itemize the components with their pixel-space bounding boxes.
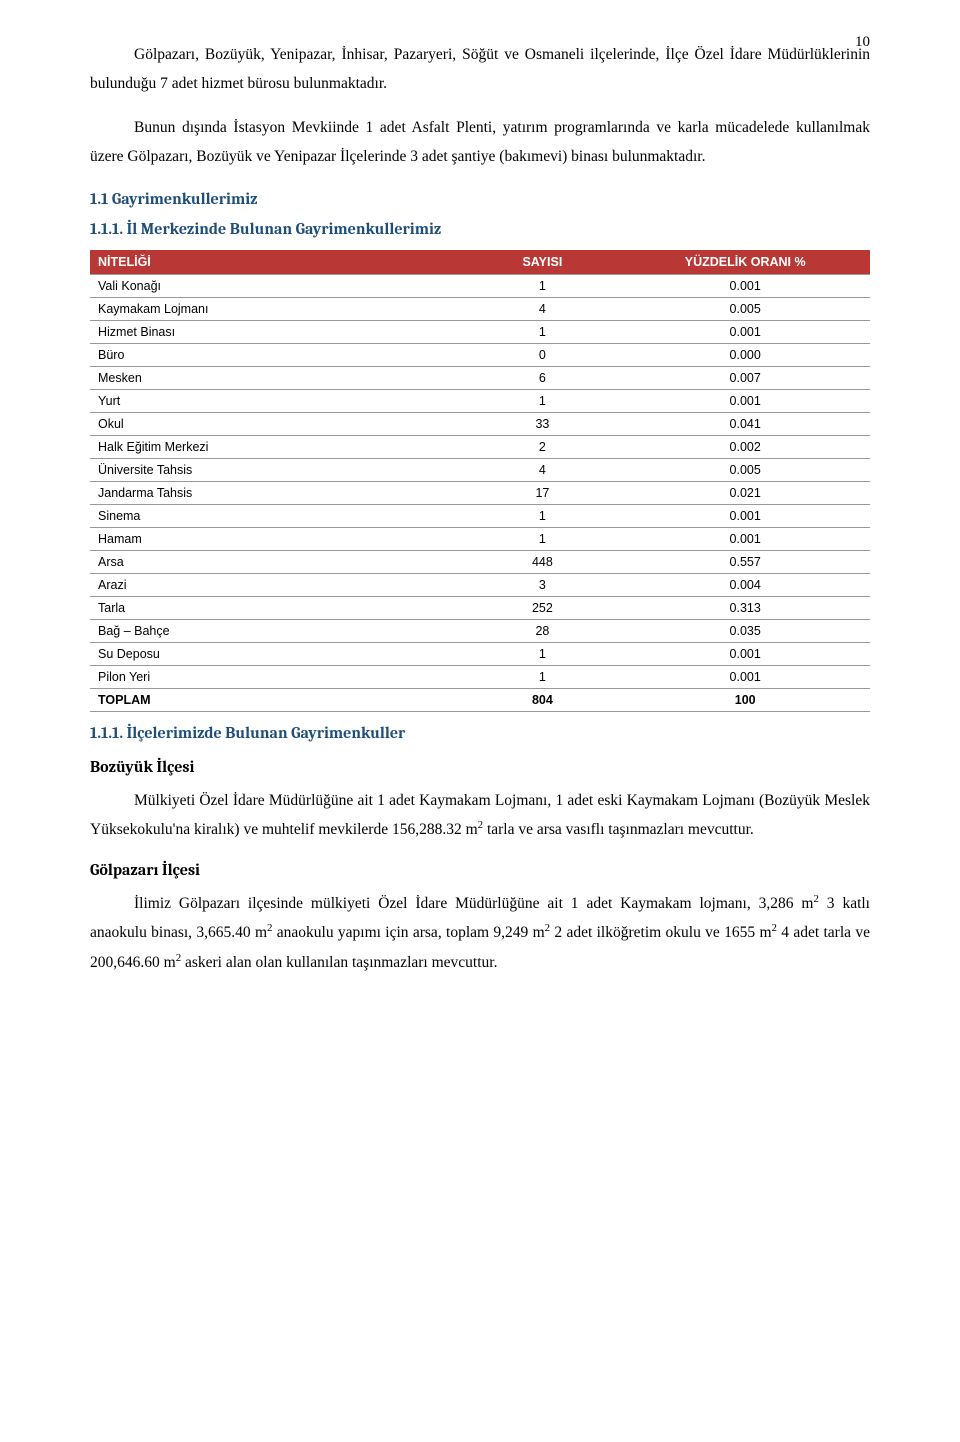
cell-name: Vali Konağı	[90, 274, 464, 297]
cell-count: 1	[464, 389, 620, 412]
bozuyuk-para: Mülkiyeti Özel İdare Müdürlüğüne ait 1 a…	[90, 786, 870, 845]
cell-pct: 0.001	[620, 389, 870, 412]
table-row: Hizmet Binası10.001	[90, 320, 870, 343]
cell-name: Okul	[90, 412, 464, 435]
table-row: Su Deposu10.001	[90, 642, 870, 665]
table-row: Bağ – Bahçe280.035	[90, 619, 870, 642]
cell-pct: 0.001	[620, 320, 870, 343]
cell-pct: 0.001	[620, 642, 870, 665]
cell-pct: 0.557	[620, 550, 870, 573]
cell-count: 4	[464, 297, 620, 320]
cell-pct: 0.002	[620, 435, 870, 458]
table-row: Büro00.000	[90, 343, 870, 366]
cell-count: 0	[464, 343, 620, 366]
gayrimenkul-table: NİTELİĞİ SAYISI YÜZDELİK ORANI % Vali Ko…	[90, 250, 870, 712]
cell-count: 2	[464, 435, 620, 458]
total-count: 804	[464, 688, 620, 711]
cell-pct: 0.001	[620, 504, 870, 527]
col-niteligi: NİTELİĞİ	[90, 250, 464, 275]
table-row: Vali Konağı10.001	[90, 274, 870, 297]
cell-pct: 0.313	[620, 596, 870, 619]
cell-name: Arsa	[90, 550, 464, 573]
golpazari-text-a: İlimiz Gölpazarı ilçesinde mülkiyeti Öze…	[134, 895, 813, 912]
cell-name: Jandarma Tahsis	[90, 481, 464, 504]
table-row: Arsa4480.557	[90, 550, 870, 573]
page-number: 10	[855, 34, 870, 51]
cell-count: 1	[464, 527, 620, 550]
table-row: Arazi30.004	[90, 573, 870, 596]
cell-name: Bağ – Bahçe	[90, 619, 464, 642]
cell-name: Kaymakam Lojmanı	[90, 297, 464, 320]
subheading-golpazari: Gölpazarı İlçesi	[90, 861, 870, 879]
intro-para-2: Bunun dışında İstasyon Mevkiinde 1 adet …	[90, 113, 870, 172]
cell-name: Tarla	[90, 596, 464, 619]
cell-count: 1	[464, 665, 620, 688]
table-row: Halk Eğitim Merkezi20.002	[90, 435, 870, 458]
intro-para-1: Gölpazarı, Bozüyük, Yenipazar, İnhisar, …	[90, 40, 870, 99]
col-yuzdelik: YÜZDELİK ORANI %	[620, 250, 870, 275]
cell-name: Büro	[90, 343, 464, 366]
cell-name: Halk Eğitim Merkezi	[90, 435, 464, 458]
cell-count: 448	[464, 550, 620, 573]
cell-pct: 0.001	[620, 274, 870, 297]
cell-name: Hamam	[90, 527, 464, 550]
cell-pct: 0.001	[620, 527, 870, 550]
cell-name: Sinema	[90, 504, 464, 527]
cell-pct: 0.005	[620, 297, 870, 320]
cell-name: Pilon Yeri	[90, 665, 464, 688]
subheading-bozuyuk: Bozüyük İlçesi	[90, 758, 870, 776]
cell-pct: 0.035	[620, 619, 870, 642]
cell-count: 17	[464, 481, 620, 504]
cell-count: 33	[464, 412, 620, 435]
golpazari-text-f: askeri alan olan kullanılan taşınmazları…	[181, 954, 497, 971]
table-row: Üniversite Tahsis40.005	[90, 458, 870, 481]
total-pct: 100	[620, 688, 870, 711]
cell-name: Hizmet Binası	[90, 320, 464, 343]
cell-pct: 0.001	[620, 665, 870, 688]
heading-il-merkezinde: 1.1.1. İl Merkezinde Bulunan Gayrimenkul…	[90, 220, 870, 238]
cell-pct: 0.004	[620, 573, 870, 596]
cell-count: 1	[464, 274, 620, 297]
golpazari-para: İlimiz Gölpazarı ilçesinde mülkiyeti Öze…	[90, 889, 870, 978]
bozuyuk-text-b: tarla ve arsa vasıflı taşınmazları mevcu…	[483, 821, 754, 838]
table-row: Sinema10.001	[90, 504, 870, 527]
heading-gayrimenkullerimiz: 1.1 Gayrimenkullerimiz	[90, 190, 870, 208]
cell-name: Mesken	[90, 366, 464, 389]
cell-name: Su Deposu	[90, 642, 464, 665]
golpazari-text-d: 2 adet ilköğretim okulu ve 1655 m	[550, 925, 771, 942]
golpazari-text-c: anaokulu yapımı için arsa, toplam 9,249 …	[272, 925, 544, 942]
cell-count: 6	[464, 366, 620, 389]
cell-pct: 0.007	[620, 366, 870, 389]
cell-pct: 0.041	[620, 412, 870, 435]
cell-count: 3	[464, 573, 620, 596]
table-row: Mesken60.007	[90, 366, 870, 389]
table-row: Jandarma Tahsis170.021	[90, 481, 870, 504]
cell-name: Yurt	[90, 389, 464, 412]
heading-ilcelerimizde: 1.1.1. İlçelerimizde Bulunan Gayrimenkul…	[90, 724, 870, 742]
cell-pct: 0.005	[620, 458, 870, 481]
cell-count: 28	[464, 619, 620, 642]
cell-count: 252	[464, 596, 620, 619]
total-label: TOPLAM	[90, 688, 464, 711]
cell-count: 1	[464, 504, 620, 527]
cell-pct: 0.021	[620, 481, 870, 504]
cell-count: 4	[464, 458, 620, 481]
col-sayisi: SAYISI	[464, 250, 620, 275]
table-header-row: NİTELİĞİ SAYISI YÜZDELİK ORANI %	[90, 250, 870, 275]
cell-name: Üniversite Tahsis	[90, 458, 464, 481]
table-total-row: TOPLAM804100	[90, 688, 870, 711]
cell-pct: 0.000	[620, 343, 870, 366]
table-row: Hamam10.001	[90, 527, 870, 550]
cell-count: 1	[464, 320, 620, 343]
cell-name: Arazi	[90, 573, 464, 596]
table-row: Tarla2520.313	[90, 596, 870, 619]
table-row: Pilon Yeri10.001	[90, 665, 870, 688]
table-row: Yurt10.001	[90, 389, 870, 412]
table-row: Okul330.041	[90, 412, 870, 435]
cell-count: 1	[464, 642, 620, 665]
table-row: Kaymakam Lojmanı40.005	[90, 297, 870, 320]
